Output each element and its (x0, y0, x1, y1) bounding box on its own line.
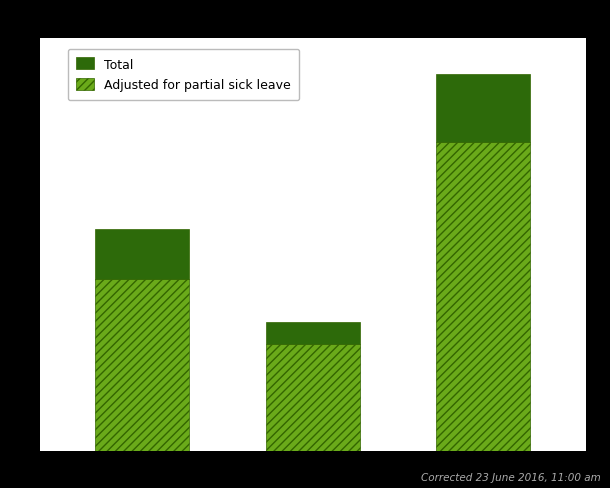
Bar (266, 322, 359, 344)
Bar (95, 279, 189, 451)
Bar (436, 143, 530, 451)
Bar (266, 344, 359, 451)
Bar (436, 75, 530, 143)
Text: Corrected 23 June 2016, 11:00 am: Corrected 23 June 2016, 11:00 am (421, 472, 601, 482)
Legend: Total, Adjusted for partial sick leave: Total, Adjusted for partial sick leave (68, 49, 300, 101)
Bar (95, 229, 189, 279)
